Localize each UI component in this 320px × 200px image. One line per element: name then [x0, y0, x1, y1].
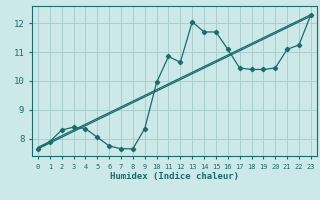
X-axis label: Humidex (Indice chaleur): Humidex (Indice chaleur) [110, 172, 239, 181]
